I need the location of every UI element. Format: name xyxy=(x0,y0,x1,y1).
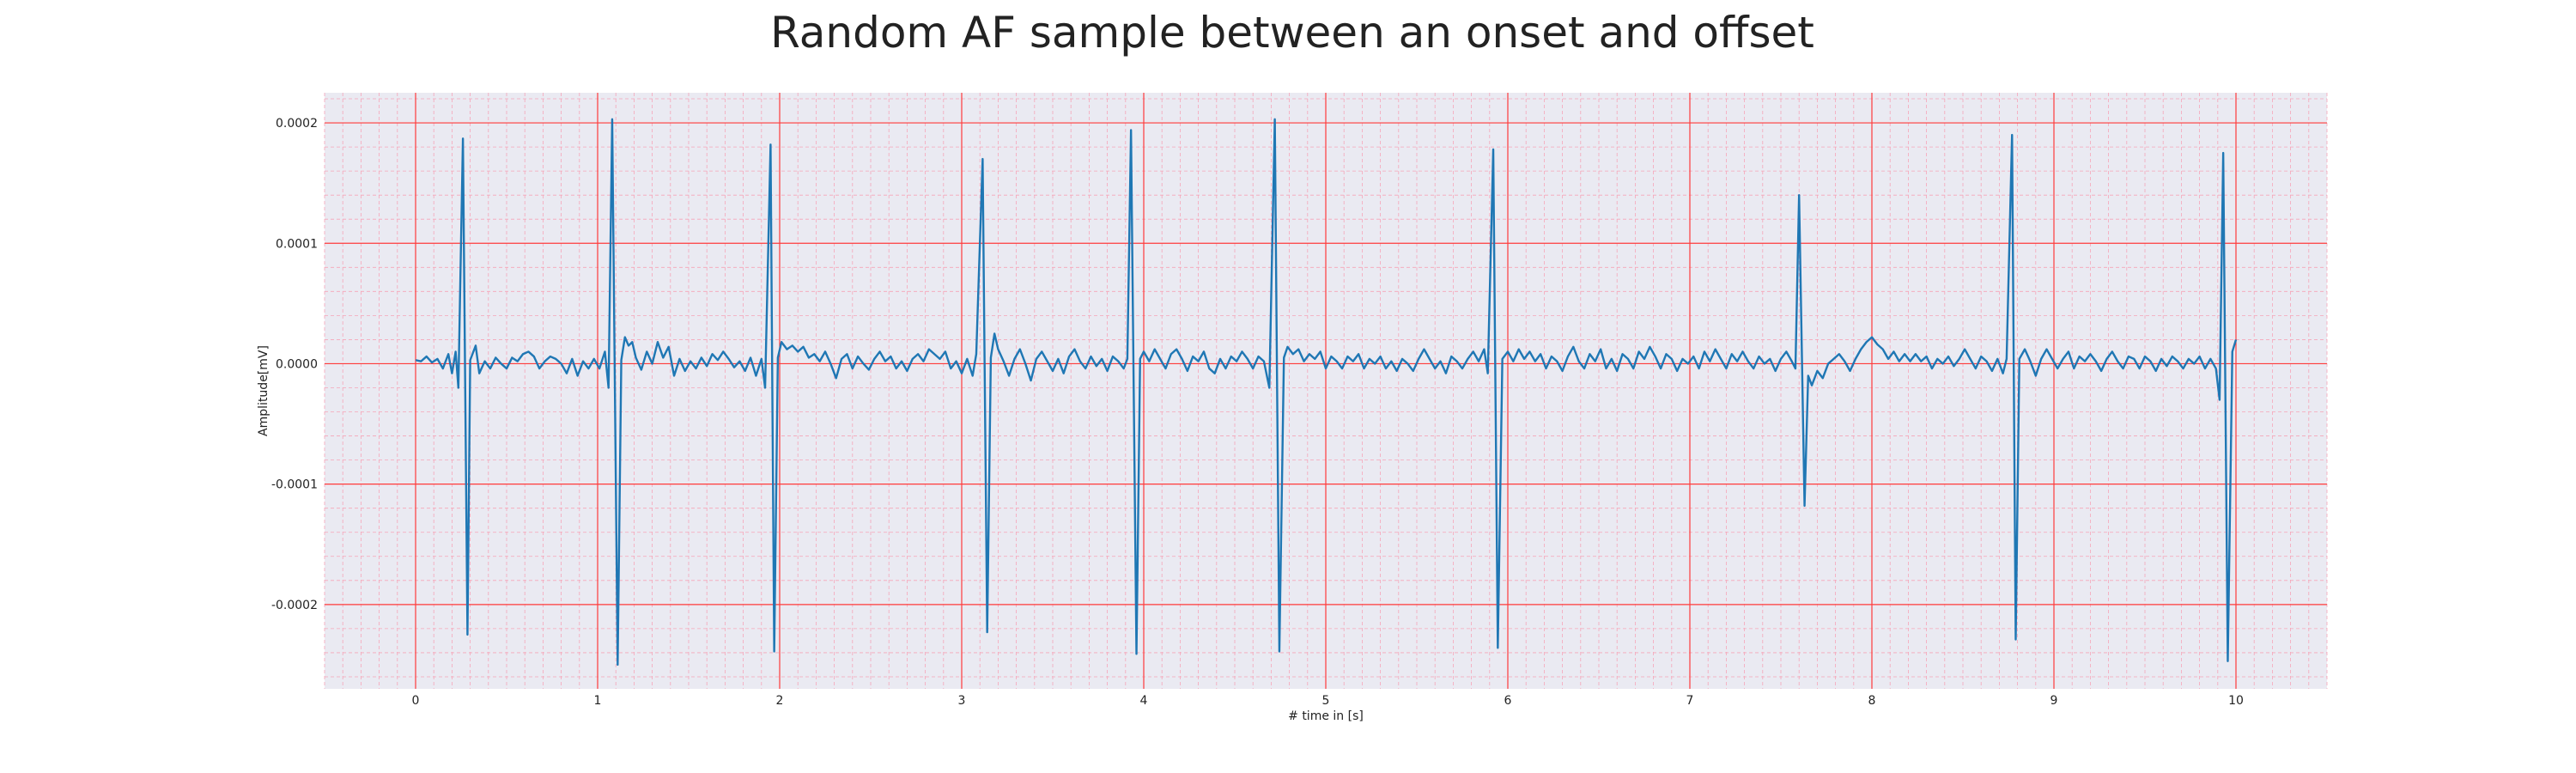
x-axis: 0 1 2 3 4 5 6 7 8 9 10 xyxy=(412,694,2244,708)
y-tick-label: 0.0000 xyxy=(276,357,318,371)
y-axis-label: Amplitude[mV] xyxy=(257,345,270,436)
y-tick-label: 0.0002 xyxy=(276,117,318,131)
x-tick-label: 3 xyxy=(958,694,966,708)
x-tick-label: 0 xyxy=(412,694,420,708)
y-tick-label: -0.0002 xyxy=(271,599,318,612)
x-tick-label: 9 xyxy=(2050,694,2058,708)
x-tick-label: 10 xyxy=(2228,694,2244,708)
x-tick-label: 6 xyxy=(1504,694,1512,708)
chart-title: Random AF sample between an onset and of… xyxy=(770,8,1814,58)
y-tick-label: -0.0001 xyxy=(271,478,318,492)
x-tick-label: 4 xyxy=(1140,694,1148,708)
x-tick-label: 8 xyxy=(1868,694,1876,708)
x-tick-label: 1 xyxy=(594,694,602,708)
y-axis: 0.0002 0.0001 0.0000 -0.0001 -0.0002 xyxy=(271,117,318,612)
y-tick-label: 0.0001 xyxy=(276,237,318,251)
x-axis-label: # time in [s] xyxy=(1288,709,1364,723)
x-tick-label: 7 xyxy=(1686,694,1694,708)
x-tick-label: 2 xyxy=(776,694,784,708)
x-tick-label: 5 xyxy=(1322,694,1330,708)
